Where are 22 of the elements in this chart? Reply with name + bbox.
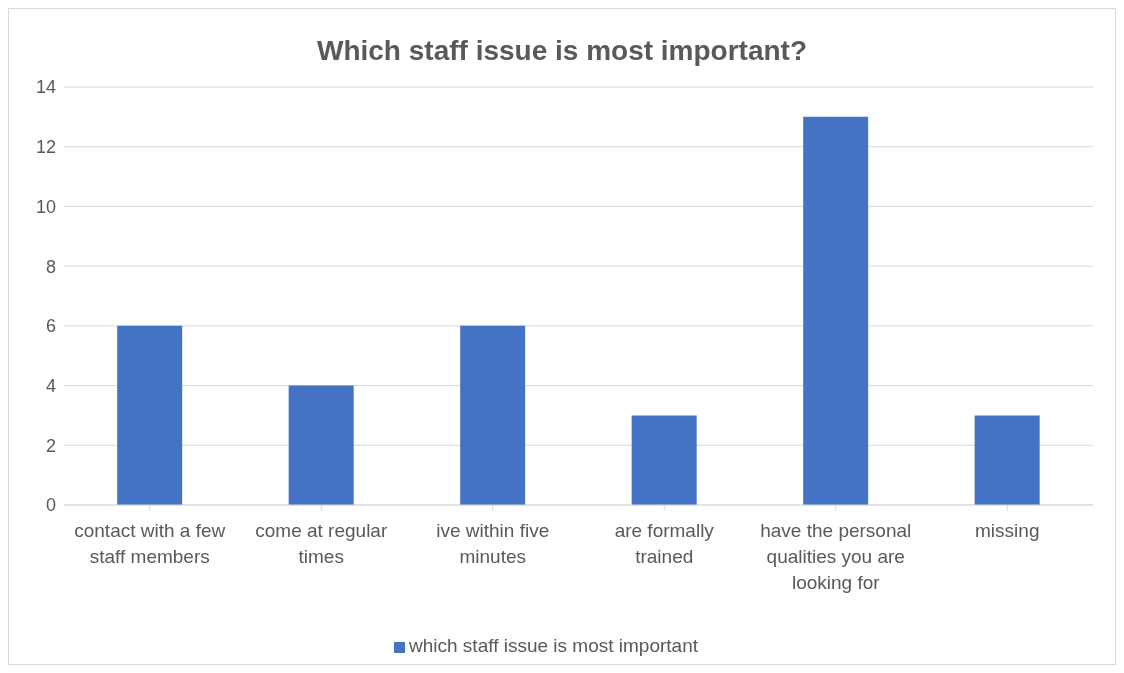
y-tick-label: 10 [35,196,56,217]
y-tick-label: 4 [45,375,56,396]
x-tick-label: come at regular times [255,520,388,567]
x-tick-label: are formally trained [614,520,715,567]
chart-title: Which staff issue is most important? [315,35,809,67]
y-tick-label: 8 [45,256,56,277]
bar [974,415,1040,505]
y-tick-label: 14 [35,77,56,98]
x-tick-label: contact with a few staff members [74,520,226,567]
y-tick-label: 2 [45,435,56,456]
bar [288,385,354,505]
bar [631,415,697,505]
legend-label: which staff issue is most important [409,635,698,656]
x-tick-label: missing [975,520,1040,541]
bar [117,325,183,505]
y-tick-label: 0 [45,495,56,516]
x-tick-label: ive within five minutes [436,520,550,567]
y-tick-label: 12 [35,137,56,158]
x-tick-label: have the personal qualities you are looking for [760,520,912,593]
bar [803,116,869,505]
y-tick-label: 6 [45,316,56,337]
bar [460,325,526,505]
